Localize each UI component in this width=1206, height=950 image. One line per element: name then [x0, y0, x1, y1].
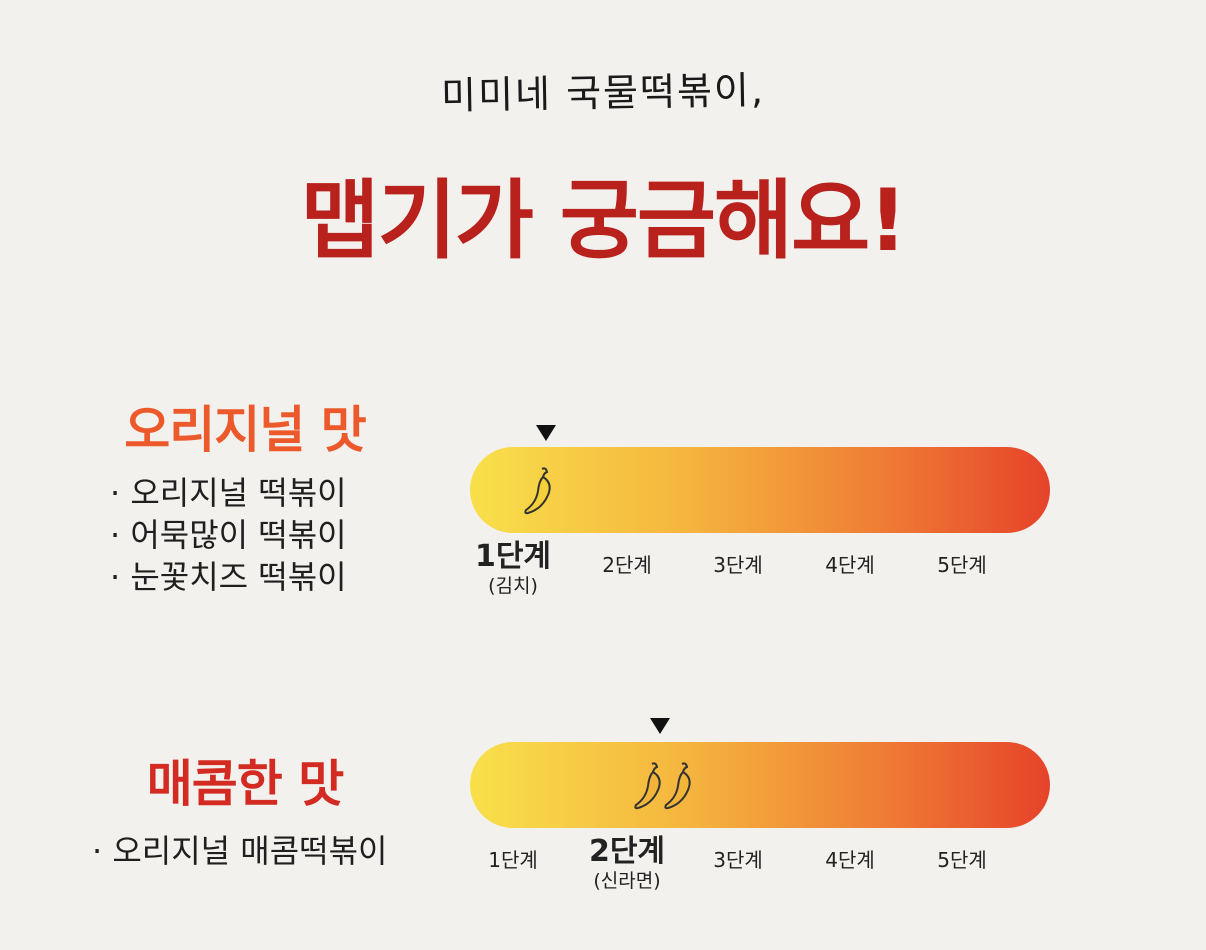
- step-3: 3단계: [713, 848, 763, 872]
- step-2: 2단계: [602, 553, 652, 577]
- spice-level-bar: [470, 447, 1050, 533]
- chili-pepper-icon: [524, 467, 551, 515]
- level-steps: 1단계 2단계 (신라면) 3단계 4단계 5단계: [470, 835, 1050, 915]
- step-note: (김치): [488, 575, 538, 597]
- chili-pepper-icon: [664, 762, 691, 810]
- original-flavor-title: 오리지널 맛: [124, 401, 366, 459]
- page-subtitle: 미미네 국물떡볶이,: [440, 68, 766, 118]
- level-marker-icon: [536, 425, 556, 441]
- step-4: 4단계: [825, 848, 875, 872]
- level-marker-icon: [650, 718, 670, 734]
- step-note: (신라면): [593, 870, 661, 892]
- spice-level-bar: [470, 742, 1050, 828]
- menu-item: 오리지널 매콤떡볶이: [92, 830, 387, 872]
- step-5: 5단계: [937, 848, 987, 872]
- spicy-menu-list: 오리지널 매콤떡볶이: [92, 830, 387, 872]
- step-4: 4단계: [825, 553, 875, 577]
- step-1-active: 1단계 (김치): [453, 540, 573, 598]
- menu-item: 오리지널 떡볶이: [110, 472, 346, 514]
- step-1: 1단계: [488, 848, 538, 872]
- menu-item: 어묵많이 떡볶이: [110, 514, 346, 556]
- level-steps: 1단계 (김치) 2단계 3단계 4단계 5단계: [470, 540, 1050, 620]
- chili-pepper-icon: [634, 762, 661, 810]
- step-2-active: 2단계 (신라면): [567, 835, 687, 893]
- menu-item: 눈꽃치즈 떡볶이: [110, 556, 346, 598]
- step-5: 5단계: [937, 553, 987, 577]
- original-menu-list: 오리지널 떡볶이 어묵많이 떡볶이 눈꽃치즈 떡볶이: [110, 472, 346, 598]
- page-title: 맵기가 궁금해요!: [300, 171, 907, 271]
- spicy-flavor-title: 매콤한 맛: [146, 755, 344, 813]
- step-3: 3단계: [713, 553, 763, 577]
